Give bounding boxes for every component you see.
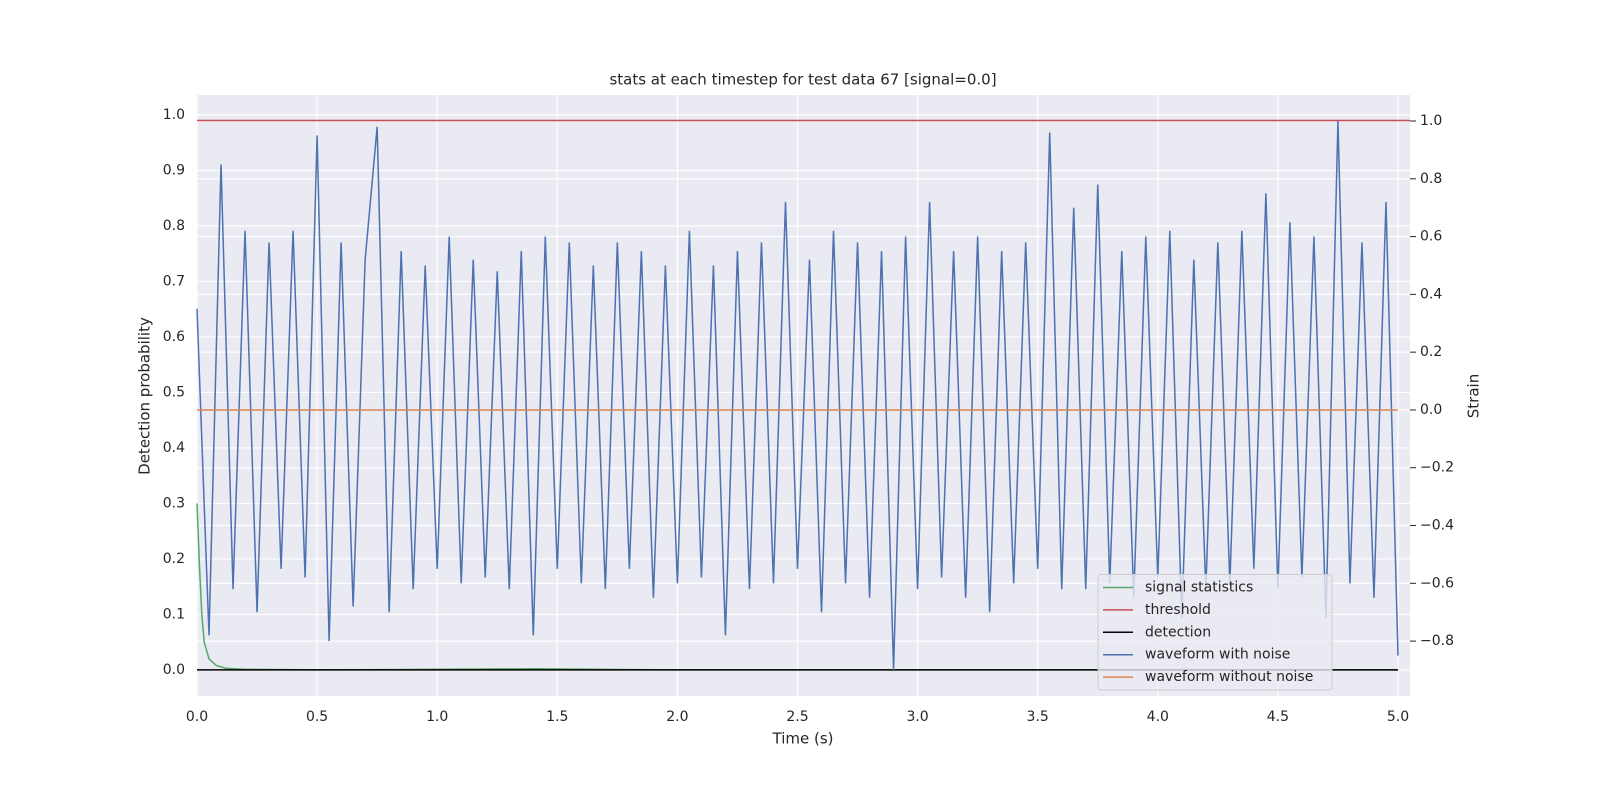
y2-tick-label: −0.4 <box>1420 518 1454 534</box>
y-tick-label: 0.2 <box>163 551 185 567</box>
legend-label: signal statistics <box>1145 580 1253 596</box>
y-axis-label: Detection probability <box>136 317 154 475</box>
y2-tick-label: 0.6 <box>1420 229 1442 245</box>
series-line <box>196 120 1399 671</box>
legend-label: waveform without noise <box>1145 669 1313 685</box>
y-tick-label: 0.7 <box>163 273 185 289</box>
y2-tick-label: 0.0 <box>1420 402 1442 418</box>
x-tick-label: 5.0 <box>1387 709 1409 725</box>
x-tick-label: 4.0 <box>1147 709 1169 725</box>
x-axis-label: Time (s) <box>772 730 834 748</box>
y-tick-label: 0.3 <box>163 495 185 511</box>
y2-tick-label: 0.8 <box>1420 171 1442 187</box>
y2-tick-label: 0.2 <box>1420 344 1442 360</box>
x-tick-label: 3.0 <box>906 709 928 725</box>
y-tick-label: 0.6 <box>163 329 185 345</box>
legend-label: detection <box>1145 624 1211 640</box>
axes: 0.0 0.5 1.0 1.5 2.0 2.5 3.0 3.5 4.0 4.5 5.0 0.0 0.1 0… <box>163 107 1454 725</box>
y-tick-label: 0.8 <box>163 218 185 234</box>
y2-tick-label: −0.8 <box>1420 633 1454 649</box>
y2-tick-label: −0.6 <box>1420 575 1454 591</box>
grid <box>196 95 1410 696</box>
x-tick-label: 2.5 <box>786 709 808 725</box>
x-tick-label: 1.0 <box>426 709 448 725</box>
x-tick-label: 3.5 <box>1027 709 1049 725</box>
y-tick-label: 1.0 <box>163 107 185 123</box>
x-tick-label: 1.5 <box>546 709 568 725</box>
y2-axis-label: Strain <box>1465 374 1483 418</box>
x-tick-label: 2.0 <box>666 709 688 725</box>
chart-title: stats at each timestep for test data 67 … <box>609 71 996 89</box>
y2-tick-label: 1.0 <box>1420 113 1442 129</box>
y-tick-label: 0.5 <box>163 384 185 400</box>
series-line <box>196 503 1398 671</box>
x-tick-label: 0.0 <box>186 709 208 725</box>
y-tick-label: 0.1 <box>163 606 185 622</box>
y-tick-label: 0.4 <box>163 440 185 456</box>
y-tick-label: 0.0 <box>163 662 185 678</box>
legend-label: threshold <box>1145 602 1211 618</box>
y2-tick-label: 0.4 <box>1420 286 1442 302</box>
legend-box <box>1097 574 1333 691</box>
x-tick-label: 0.5 <box>306 709 328 725</box>
legend-label: waveform with noise <box>1145 647 1290 663</box>
x-tick-label: 4.5 <box>1267 709 1289 725</box>
y-tick-label: 0.9 <box>163 162 185 178</box>
legend: signal statistics threshold detection wavef… <box>1097 574 1333 691</box>
y2-tick-label: −0.2 <box>1420 460 1454 476</box>
